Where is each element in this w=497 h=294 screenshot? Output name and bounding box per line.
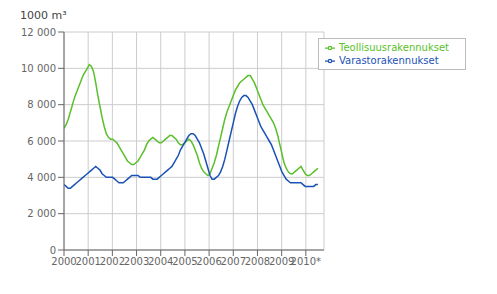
svg-text:10 000: 10 000 <box>21 63 56 74</box>
html-text:1000 m³: 1000 m³ <box>20 9 67 22</box>
svg-text:2000: 2000 <box>51 256 76 267</box>
svg-text:2007: 2007 <box>221 256 246 267</box>
html-text:Teollisuusrakennukset: Teollisuusrakennukset <box>339 42 449 53</box>
svg-text:0: 0 <box>50 245 56 256</box>
html-text:Varastorakennukset: Varastorakennukset <box>339 55 439 66</box>
svg-text:2005: 2005 <box>172 256 197 267</box>
svg-text:2008: 2008 <box>245 256 270 267</box>
svg-text:2 000: 2 000 <box>27 208 56 219</box>
svg-text:2002: 2002 <box>100 256 125 267</box>
svg-text:2009: 2009 <box>268 256 295 268</box>
svg-text:6 000: 6 000 <box>27 136 56 147</box>
svg-text:4 000: 4 000 <box>27 172 56 183</box>
svg-text:12 000: 12 000 <box>21 27 56 38</box>
svg-text:2003: 2003 <box>124 256 149 267</box>
svg-text:2004: 2004 <box>148 256 173 267</box>
svg-text:8 000: 8 000 <box>27 99 56 110</box>
svg-text:2010*: 2010* <box>291 256 321 267</box>
svg-text:2006: 2006 <box>196 256 221 267</box>
svg-text:2001: 2001 <box>75 256 100 267</box>
